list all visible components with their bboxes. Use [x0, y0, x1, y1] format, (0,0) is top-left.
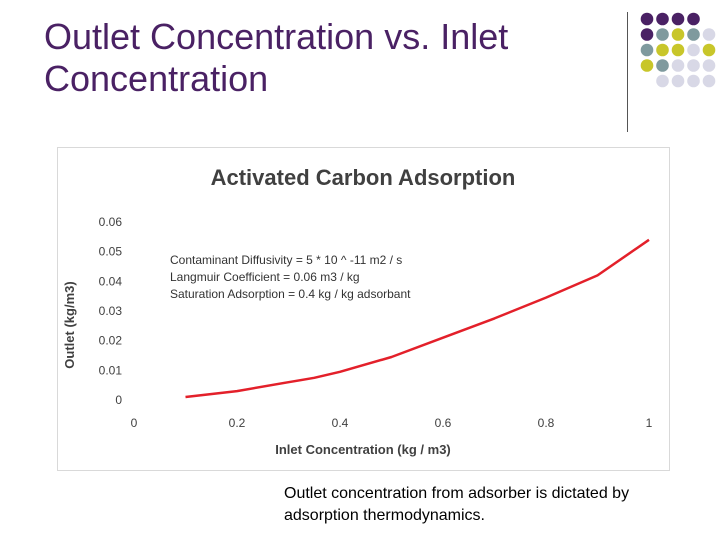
x-tick-label: 0.8 — [538, 416, 555, 430]
line-chart: Activated Carbon Adsorption 0 0.01 0.02 0.0… — [62, 165, 653, 457]
decorative-dot — [640, 43, 654, 57]
decorative-dot — [656, 12, 669, 26]
decorative-dot — [671, 43, 685, 57]
decorative-dot — [687, 28, 700, 41]
y-tick-label: 0.06 — [99, 215, 123, 229]
decorative-dot — [671, 59, 685, 72]
parameter-annotation: Contaminant Diffusivity = 5 * 10 ^ -11 m… — [170, 253, 402, 267]
y-tick-label: 0 — [115, 393, 122, 407]
decorative-dot-grid — [640, 12, 716, 88]
decorative-dot — [702, 43, 716, 57]
x-axis-label: Inlet Concentration (kg / m3) — [275, 442, 451, 457]
x-tick-label: 0.4 — [332, 416, 349, 430]
parameter-annotation: Langmuir Coefficient = 0.06 m3 / kg — [170, 270, 360, 284]
decorative-dot — [640, 59, 654, 72]
x-tick-label: 1 — [646, 416, 653, 430]
slide-title: Outlet Concentration vs. Inlet Concentra… — [44, 16, 509, 99]
decorative-dot — [656, 74, 669, 88]
x-tick-label: 0.6 — [435, 416, 452, 430]
decorative-dot — [671, 28, 685, 41]
decorative-dot — [656, 28, 669, 41]
decorative-dot — [656, 59, 669, 72]
title-divider — [627, 12, 628, 132]
decorative-dot — [671, 12, 685, 26]
decorative-dot — [702, 59, 716, 72]
decorative-dot — [702, 28, 716, 41]
decorative-dot — [687, 74, 700, 88]
decorative-dot — [671, 74, 685, 88]
y-tick-label: 0.05 — [99, 245, 123, 259]
decorative-dot — [640, 12, 654, 26]
x-tick-label: 0 — [131, 416, 138, 430]
y-tick-label: 0.03 — [99, 304, 123, 318]
chart-title: Activated Carbon Adsorption — [211, 165, 516, 190]
decorative-dot — [687, 12, 700, 26]
parameter-annotation: Saturation Adsorption = 0.4 kg / kg adso… — [170, 287, 411, 301]
decorative-dot — [687, 43, 700, 57]
decorative-dot — [687, 59, 700, 72]
y-tick-label: 0.01 — [99, 363, 123, 377]
y-tick-label: 0.04 — [99, 274, 123, 288]
decorative-dot — [656, 43, 669, 57]
y-tick-label: 0.02 — [99, 334, 123, 348]
decorative-dot — [640, 28, 654, 41]
series-line — [185, 238, 650, 399]
y-axis-label: Outlet (kg/m3) — [62, 281, 77, 368]
decorative-dot — [702, 74, 716, 88]
slide-caption: Outlet concentration from adsorber is di… — [284, 485, 630, 524]
x-tick-label: 0.2 — [229, 416, 246, 430]
chart-container: Activated Carbon Adsorption 0 0.01 0.02 0.0… — [57, 147, 670, 471]
